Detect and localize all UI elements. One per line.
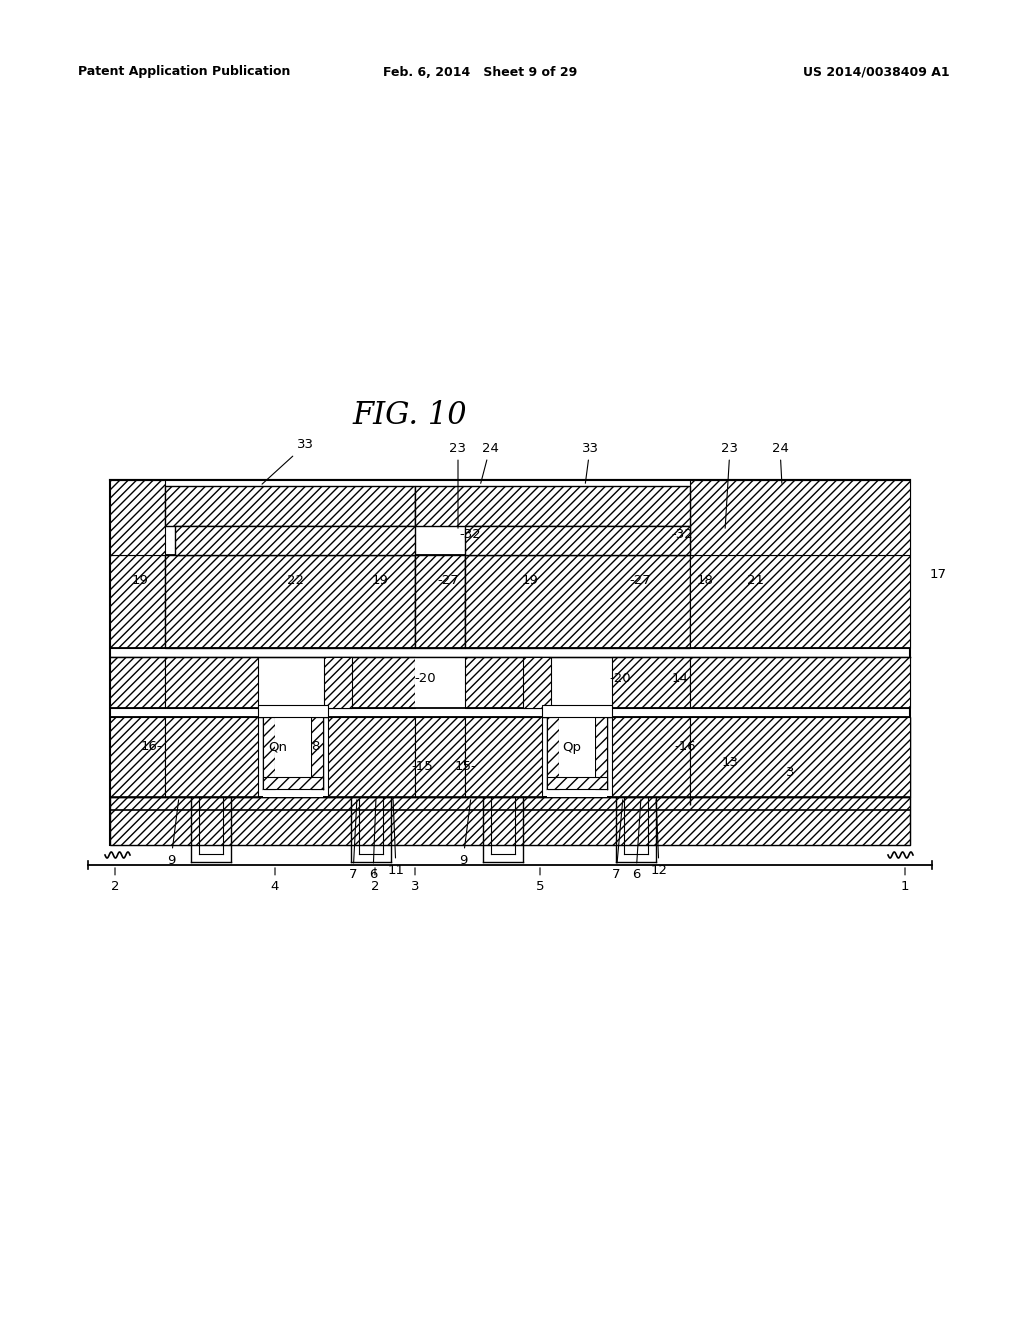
Bar: [110, 797, 910, 845]
Text: 6: 6: [369, 800, 377, 882]
Bar: [559, 717, 595, 777]
Text: 3: 3: [785, 766, 795, 779]
Text: 15-: 15-: [454, 760, 476, 774]
Text: 7: 7: [611, 800, 623, 882]
Text: 23: 23: [450, 441, 467, 528]
Bar: [547, 777, 607, 789]
Text: -32: -32: [671, 528, 693, 541]
Text: -27: -27: [437, 573, 459, 586]
Text: 5: 5: [536, 867, 544, 894]
Bar: [311, 717, 323, 789]
Bar: [690, 480, 910, 554]
Text: 9: 9: [167, 800, 178, 866]
Bar: [612, 657, 690, 708]
Bar: [165, 486, 415, 525]
Text: -32: -32: [459, 528, 481, 541]
Bar: [110, 657, 910, 708]
Text: 19: 19: [131, 573, 148, 586]
Bar: [612, 717, 690, 797]
Text: Qn: Qn: [268, 741, 288, 754]
Bar: [415, 554, 465, 648]
Text: Feb. 6, 2014   Sheet 9 of 29: Feb. 6, 2014 Sheet 9 of 29: [383, 66, 578, 78]
Bar: [110, 480, 910, 554]
Bar: [415, 717, 465, 797]
Text: 33: 33: [262, 438, 313, 484]
Bar: [263, 777, 323, 789]
Text: FIG. 10: FIG. 10: [352, 400, 467, 430]
Bar: [110, 717, 910, 797]
Bar: [263, 717, 275, 789]
Bar: [465, 717, 542, 797]
Text: 8: 8: [311, 741, 319, 754]
Bar: [275, 717, 311, 777]
Text: -16: -16: [674, 741, 696, 754]
Text: 7: 7: [349, 800, 357, 882]
Bar: [165, 554, 415, 648]
Bar: [690, 554, 910, 648]
Bar: [110, 657, 165, 708]
Bar: [258, 705, 328, 717]
Text: 6: 6: [632, 800, 641, 882]
Text: 17: 17: [930, 569, 947, 582]
Text: -15: -15: [411, 760, 433, 774]
Bar: [465, 525, 690, 554]
Bar: [690, 717, 910, 797]
Bar: [110, 717, 165, 797]
Text: 23: 23: [722, 441, 738, 528]
Bar: [110, 554, 165, 648]
Text: 16-: 16-: [140, 741, 162, 754]
Bar: [415, 486, 690, 525]
Text: 19: 19: [521, 573, 539, 586]
Bar: [415, 657, 465, 708]
Text: 12: 12: [650, 800, 668, 876]
Text: Qp: Qp: [562, 741, 582, 754]
Text: -20: -20: [414, 672, 436, 685]
Bar: [110, 480, 165, 554]
Text: US 2014/0038409 A1: US 2014/0038409 A1: [804, 66, 950, 78]
Text: 33: 33: [582, 441, 598, 483]
Text: -27: -27: [629, 573, 651, 586]
Text: 21: 21: [746, 573, 764, 586]
Text: 3: 3: [411, 867, 419, 894]
Text: 4: 4: [270, 867, 280, 894]
Text: 13: 13: [722, 755, 738, 768]
Bar: [547, 717, 607, 797]
Bar: [465, 554, 690, 648]
Bar: [324, 657, 352, 708]
Text: 22: 22: [287, 573, 303, 586]
Bar: [110, 554, 910, 648]
Bar: [465, 657, 542, 708]
Bar: [165, 717, 258, 797]
Text: 24: 24: [771, 441, 788, 483]
Text: Patent Application Publication: Patent Application Publication: [78, 66, 291, 78]
Bar: [165, 657, 258, 708]
Text: 11: 11: [387, 800, 404, 876]
Bar: [110, 480, 910, 845]
Text: 2: 2: [371, 867, 379, 894]
Text: 14: 14: [672, 672, 688, 685]
Text: 2: 2: [111, 867, 119, 894]
Text: 1: 1: [901, 867, 909, 894]
Text: 24: 24: [480, 441, 499, 483]
Bar: [263, 717, 323, 797]
Text: 9: 9: [459, 800, 471, 866]
Bar: [595, 717, 607, 789]
Text: -20: -20: [609, 672, 631, 685]
Bar: [175, 525, 415, 554]
Bar: [690, 657, 910, 708]
Bar: [523, 657, 551, 708]
Text: 19: 19: [372, 573, 388, 586]
Bar: [328, 717, 415, 797]
Bar: [542, 705, 612, 717]
Bar: [328, 657, 415, 708]
Text: 18: 18: [696, 573, 714, 586]
Bar: [547, 717, 559, 789]
